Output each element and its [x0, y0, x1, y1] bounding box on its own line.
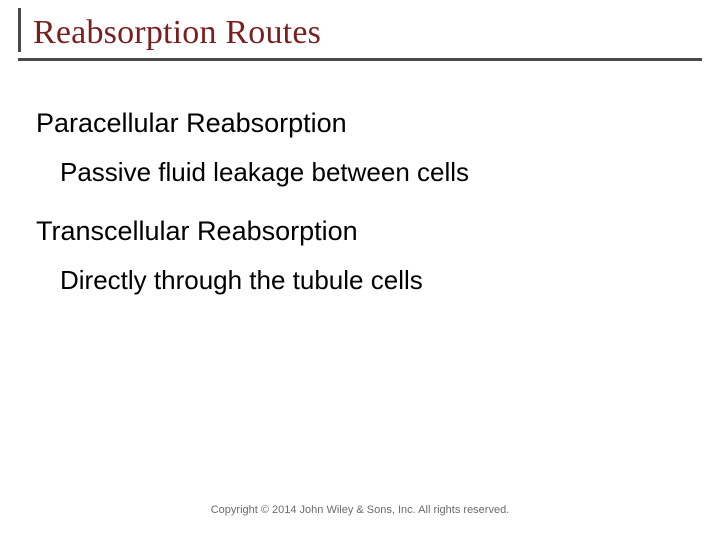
title-container: Reabsorption Routes — [18, 8, 702, 61]
heading-paracellular: Paracellular Reabsorption — [36, 108, 684, 139]
slide: Reabsorption Routes Paracellular Reabsor… — [0, 0, 720, 540]
title-inner: Reabsorption Routes — [18, 8, 702, 52]
sub-transcellular: Directly through the tubule cells — [60, 265, 684, 296]
copyright-text: Copyright © 2014 John Wiley & Sons, Inc.… — [0, 504, 720, 516]
sub-paracellular: Passive fluid leakage between cells — [60, 157, 684, 188]
heading-transcellular: Transcellular Reabsorption — [36, 216, 684, 247]
body-content: Paracellular Reabsorption Passive fluid … — [36, 108, 684, 324]
slide-title: Reabsorption Routes — [33, 14, 702, 52]
